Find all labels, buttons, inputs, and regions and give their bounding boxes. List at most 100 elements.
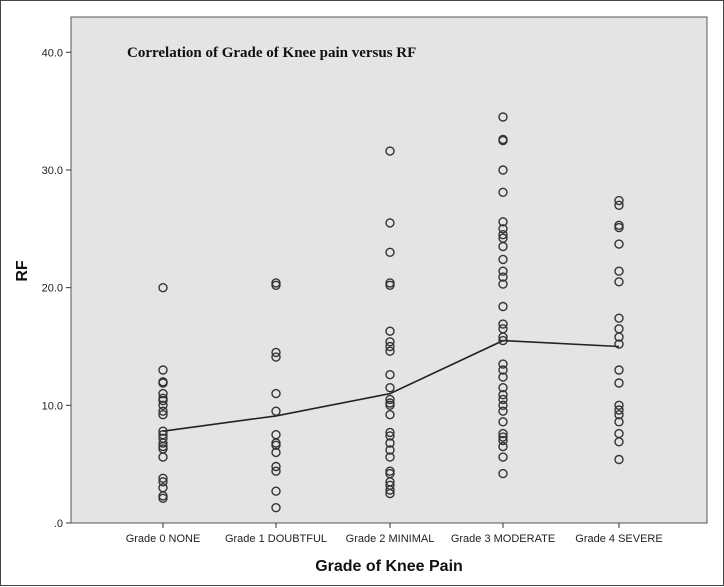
data-point <box>158 426 168 436</box>
data-point <box>385 146 395 156</box>
x-tick-label: Grade 2 MINIMAL <box>346 533 435 545</box>
data-point <box>385 247 395 258</box>
data-point <box>385 326 395 336</box>
data-point <box>271 406 281 416</box>
data-point <box>385 485 395 495</box>
data-point <box>385 341 395 352</box>
data-point <box>498 468 508 479</box>
data-point <box>158 378 168 388</box>
data-point <box>385 346 395 356</box>
y-axis: .0 10.0 20.0 30.0 40.0 <box>42 47 71 530</box>
data-point <box>385 370 395 380</box>
data-point <box>614 313 624 323</box>
data-point <box>158 400 168 410</box>
data-point <box>385 452 395 462</box>
data-point <box>158 406 168 416</box>
data-points <box>158 112 624 513</box>
data-point <box>498 400 508 410</box>
data-point <box>498 394 508 405</box>
data-point <box>614 195 624 206</box>
y-tick-label: 30.0 <box>42 165 63 177</box>
data-point <box>498 365 508 375</box>
data-point <box>271 466 281 476</box>
data-point <box>614 200 624 211</box>
data-point <box>385 394 395 405</box>
data-point <box>498 135 508 146</box>
data-point <box>498 266 508 276</box>
data-point <box>158 395 168 406</box>
data-point <box>498 112 508 122</box>
data-point <box>271 347 281 358</box>
data-point <box>271 388 281 399</box>
data-point <box>498 452 508 462</box>
y-axis-title: RF <box>14 260 31 282</box>
data-point <box>158 365 168 375</box>
data-point <box>614 378 624 388</box>
data-point <box>498 332 508 342</box>
x-tick-label: Grade 3 MODERATE <box>451 533 555 545</box>
data-point <box>158 283 168 293</box>
data-point <box>385 337 395 347</box>
data-point <box>158 452 168 462</box>
data-point <box>498 435 508 446</box>
x-tick-label: Grade 4 SEVERE <box>575 533 662 545</box>
y-tick-label: .0 <box>54 518 63 530</box>
data-point <box>385 280 395 290</box>
data-point <box>614 277 624 287</box>
data-point <box>614 454 624 465</box>
data-point <box>614 339 624 349</box>
x-axis: Grade 0 NONE Grade 1 DOUBTFUL Grade 2 MINI… <box>126 523 663 545</box>
data-point <box>498 432 508 442</box>
data-point <box>498 187 508 198</box>
data-point <box>498 241 508 252</box>
mean-line <box>162 339 620 432</box>
x-tick-label: Grade 0 NONE <box>126 533 201 545</box>
data-point <box>498 165 508 175</box>
data-point <box>271 461 281 472</box>
data-point <box>271 352 281 362</box>
chart-title: Correlation of Grade of Knee pain versus… <box>127 45 416 61</box>
data-point <box>614 400 624 410</box>
x-tick-label: Grade 1 DOUBTFUL <box>225 533 327 545</box>
data-point <box>614 417 624 427</box>
data-point <box>498 428 508 439</box>
data-point <box>271 280 281 290</box>
data-point <box>158 438 168 448</box>
data-point <box>385 488 395 499</box>
data-point <box>498 319 508 329</box>
data-point <box>385 383 395 393</box>
data-point <box>498 301 508 312</box>
data-point <box>498 279 508 289</box>
data-point <box>385 438 395 448</box>
data-point <box>158 493 168 503</box>
data-point <box>498 254 508 265</box>
data-point <box>498 417 508 427</box>
data-point <box>614 239 624 249</box>
data-point <box>158 473 168 483</box>
data-point <box>158 477 168 487</box>
data-point <box>158 388 168 399</box>
data-point <box>385 218 395 228</box>
data-point <box>498 272 508 282</box>
data-point <box>498 372 508 382</box>
data-point <box>498 441 508 452</box>
data-point <box>614 437 624 447</box>
data-point <box>498 359 508 369</box>
data-point <box>385 445 395 455</box>
data-point <box>385 431 395 441</box>
data-point <box>498 390 508 400</box>
y-tick-label: 10.0 <box>42 400 63 412</box>
data-point <box>614 410 624 420</box>
data-point <box>271 503 281 513</box>
data-point <box>498 383 508 393</box>
x-axis-title: Grade of Knee Pain <box>315 558 463 575</box>
y-tick-label: 20.0 <box>42 283 63 295</box>
data-point <box>614 266 624 276</box>
data-point <box>498 335 508 346</box>
data-point <box>614 222 624 233</box>
data-point <box>158 410 168 420</box>
data-point <box>498 229 508 240</box>
data-point <box>614 332 624 342</box>
y-tick-label: 40.0 <box>42 47 63 59</box>
